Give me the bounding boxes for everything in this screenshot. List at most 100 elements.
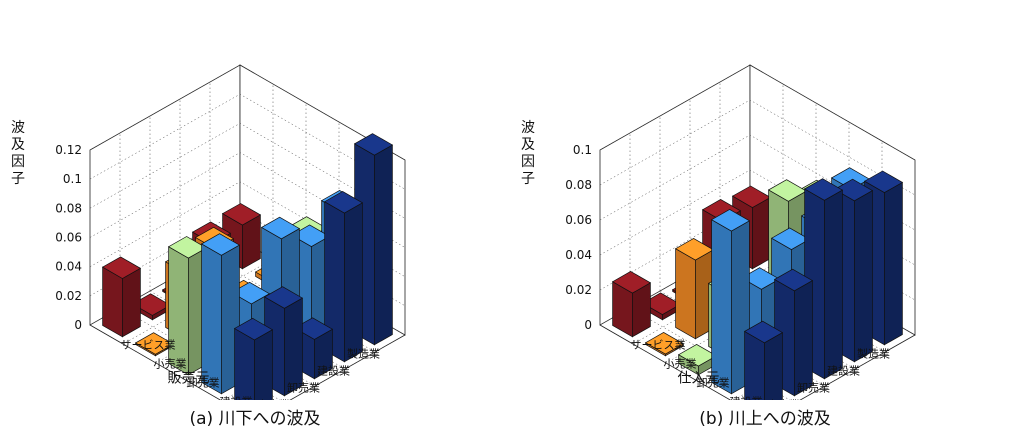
bar [644,331,685,357]
col-tick-label: サービス業 [121,339,176,352]
z-gridline [89,152,406,248]
bar-face-top [674,237,715,261]
bar-face-top [803,178,844,201]
bar-face-top [233,317,274,341]
bars [101,133,394,400]
z-tick-label: 0.08 [55,201,82,215]
bar [233,317,274,400]
bar [611,270,652,338]
bar-face-front-right [884,181,903,346]
bar-face-top [677,343,718,367]
col-tick-label: 建設業 [730,395,763,401]
col-tick-label: 卸売業 [697,376,730,390]
bars [611,167,904,400]
bar-face-top [134,332,175,355]
bar-face-top [743,320,784,344]
z-tick-label: 0.04 [55,260,82,274]
bar-face-top [863,170,904,194]
bar [200,233,241,395]
bar [743,320,784,400]
z-axis-label: 波及因子 [521,120,535,187]
bar-face-top [710,208,751,232]
bar-face-top [644,331,685,355]
z-gridline [599,134,916,231]
bar-face-front-right [854,189,873,363]
bar-face-top [323,190,364,214]
z-gridline [89,123,406,219]
bar-face-front-right [764,331,783,400]
z-gridline [599,64,916,161]
z-tick-label: 0 [584,318,592,332]
bar-face-front-right [122,267,141,338]
bar-face-top [833,178,874,202]
bar-face-top [767,179,808,202]
z-gridline [599,169,916,266]
z-tick-label: 0.02 [55,289,82,303]
z-tick-label: 0 [74,318,82,332]
z-gridline [599,99,916,196]
col-axis-label: 仕入元 [678,371,720,387]
chart-panel-downstream: 00.020.040.060.080.10.12製造業建設業卸売業小売業サービス… [11,64,406,429]
floor-edge [89,324,406,400]
bar [101,256,142,338]
bar [710,208,751,395]
bar-face-top [167,236,208,259]
z-tick-label: 0.04 [565,248,592,262]
bar [674,237,715,340]
z-tick-label: 0.12 [55,143,82,157]
row-tick-label: 建設業 [827,364,860,378]
bar-face-front-right [254,329,273,400]
z-gridline [89,93,406,190]
bar-face-top [221,203,262,226]
caption-downstream: (a) 川下への波及 [189,409,321,429]
floor-gridline [122,258,274,345]
z-axis-label: 波及因子 [11,120,25,187]
chart-upstream: 00.020.040.060.080.1製造業建設業卸売業小売業サービス業サービ… [521,64,916,401]
col-axis-label: 販売元 [168,371,210,387]
bar [167,236,208,376]
row-tick-label: 小売業 [257,399,290,401]
bar-face-front-left [675,248,696,340]
bar-face-top [101,256,142,279]
bar-face-front-right [344,202,363,363]
bar-face-top [770,227,811,251]
bar-face-front-right [824,189,843,380]
col-tick-label: 小売業 [154,358,187,371]
z-tick-label: 0.1 [63,172,82,186]
z-gridline [89,181,406,277]
bar-face-top [731,185,772,209]
z-tick-label: 0.06 [55,231,82,245]
bar-face-front-left [234,327,255,400]
chart-downstream: 00.020.040.060.080.10.12製造業建設業卸売業小売業サービス… [11,64,406,401]
z-gridline [89,64,406,161]
bar-face-front-left [168,246,189,376]
bar-face-top [200,233,241,256]
bar-face-top [263,286,304,309]
row-tick-label: 卸売業 [287,381,320,395]
z-tick-label: 0.1 [573,143,592,157]
chart-panel-upstream: 00.020.040.060.080.1製造業建設業卸売業小売業サービス業サービ… [510,0,1020,438]
row-tick-label: 小売業 [767,399,800,401]
col-tick-label: サービス業 [631,339,686,352]
bar-face-front-right [374,144,393,346]
z-tick-label: 0.08 [565,178,592,192]
bar-face-top [611,270,652,294]
bar-face-front-right [752,196,771,270]
row-tick-label: 建設業 [317,364,350,378]
bar-face-front-left [102,266,123,338]
bar [323,190,364,363]
z-tick-label: 0.02 [565,283,592,297]
z-tick-label: 0.06 [565,213,592,227]
caption-upstream: (b) 川上への波及 [699,409,831,429]
row-tick-label: 製造業 [347,347,380,361]
bar-face-top [773,268,814,292]
row-tick-label: 製造業 [857,347,890,361]
col-tick-label: 建設業 [220,395,253,401]
bar [803,178,844,380]
bar-face-top [260,216,301,240]
bar-face-front-left [711,219,732,395]
col-tick-label: 卸売業 [187,376,220,390]
bar-face-front-left [744,330,765,400]
bar-face-top [353,133,394,156]
